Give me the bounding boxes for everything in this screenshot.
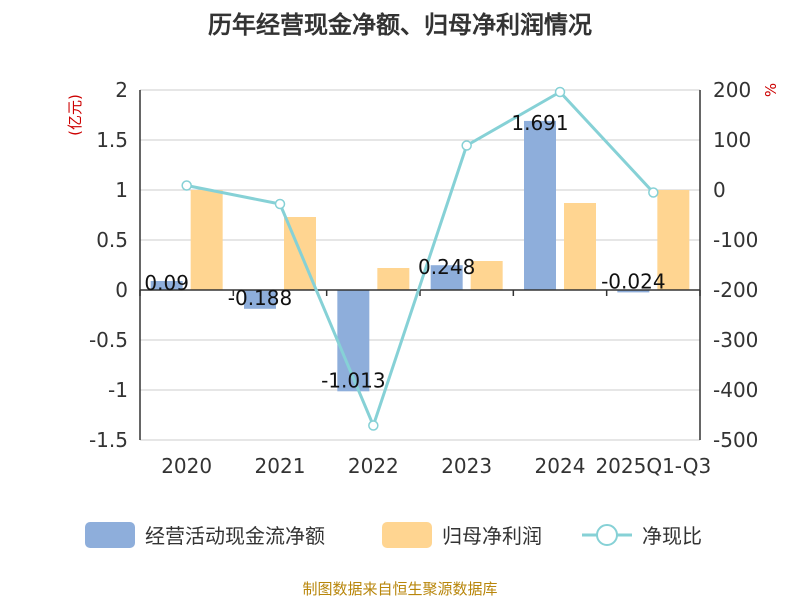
cashflow-bar [524,120,556,291]
cashflow-bar [430,265,463,290]
category-label: 2023 [441,454,492,478]
ratio-line-series [181,86,659,431]
data-labels: 0.09 -0.188 -1.013 0.248 1.691 -0.024 [144,111,665,392]
cashflow-bar [244,290,276,309]
net-profit-bar [190,190,223,290]
category-label: 2021 [255,454,306,478]
right-tick-label: 100 [713,128,751,152]
ratio-point [181,180,192,191]
left-tick-label: 0.5 [96,228,128,252]
legend-label-cashflow: 经营活动现金流净额 [145,524,325,548]
cashflow-data-label: 1.691 [511,111,568,135]
net-profit-bar [564,203,596,290]
category-label: 2022 [348,454,399,478]
left-tick-label: 2 [115,78,128,102]
right-axis-unit: % [762,83,780,97]
right-tick-label: -300 [713,328,758,352]
ratio-line [186,90,655,427]
left-axis-unit: (亿元) [66,94,84,136]
left-tick-label: 1 [115,178,128,202]
legend-swatch-net-profit [382,522,432,548]
category-label: 2020 [161,454,212,478]
right-tick-label: -200 [713,278,758,302]
ratio-point [648,187,659,198]
ratio-point [554,86,566,98]
ratio-point [368,420,379,431]
left-tick-label: 1.5 [96,128,128,152]
cashflow-data-label: -0.188 [228,286,292,310]
right-tick-label: -500 [713,428,758,452]
legend: 经营活动现金流净额 归母净利润 净现比 [85,522,702,548]
source-note: 制图数据来自恒生聚源数据库 [302,580,497,598]
right-tick-label: 200 [713,78,751,102]
right-tick-label: -100 [713,228,758,252]
tick-labels: 2 200 1.5 100 1 0 0.5 -100 0 -200 -0.5 -300 -1 -400 -1… [89,78,758,478]
category-label: 2025Q1-Q3 [595,454,711,478]
legend-marker-ratio [596,524,618,546]
legend-swatch-cashflow [85,522,135,548]
right-tick-label: 0 [713,178,726,202]
cashflow-data-label: 0.09 [144,271,189,295]
left-tick-label: -1 [108,378,128,402]
category-label: 2024 [535,454,586,478]
left-tick-label: -1.5 [89,428,128,452]
cashflow-data-label: -0.024 [601,269,665,293]
legend-label-net-profit: 归母净利润 [442,524,542,548]
right-tick-label: -400 [713,378,758,402]
cashflow-bar [150,281,183,290]
ratio-point [461,140,472,151]
left-tick-label: -0.5 [89,328,128,352]
net-profit-bar [470,261,503,290]
cashflow-bar [617,290,650,293]
net-profit-bar [377,268,410,290]
legend-label-ratio: 净现比 [642,524,702,548]
cashflow-data-label: -1.013 [321,368,385,392]
net-profit-bar [657,190,690,290]
ratio-point [274,198,286,210]
left-tick-label: 0 [115,278,128,302]
cashflow-data-label: 0.248 [418,255,475,279]
bars [150,120,690,392]
chart-title: 历年经营现金净额、归母净利润情况 [208,11,592,39]
